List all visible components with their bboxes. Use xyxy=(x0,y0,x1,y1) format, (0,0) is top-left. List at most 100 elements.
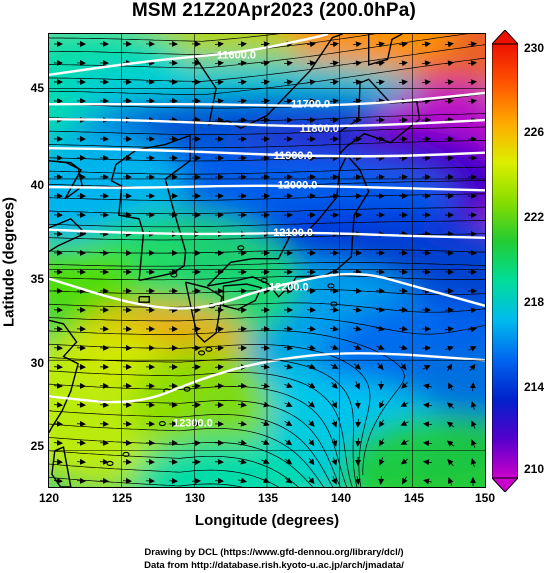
wind-arrow xyxy=(378,457,385,466)
wind-arrow xyxy=(398,60,408,67)
wind-arrow xyxy=(214,98,224,105)
streamline xyxy=(49,423,325,487)
wind-arrow xyxy=(261,458,270,464)
wind-arrow xyxy=(237,79,247,86)
height-contour xyxy=(49,91,485,107)
streamline xyxy=(49,463,280,487)
coastline xyxy=(193,34,343,129)
wind-arrow xyxy=(375,79,385,86)
credit-data: Data from http://database.rish.kyoto-u.a… xyxy=(144,560,404,571)
wind-arrow xyxy=(283,79,293,86)
wind-arrow xyxy=(444,79,454,86)
wind-arrow xyxy=(329,60,339,67)
wind-arrow xyxy=(444,98,454,105)
wind-arrow xyxy=(53,477,63,484)
wind-arrow xyxy=(446,363,453,372)
contour-label: 12000.0 xyxy=(278,180,318,192)
wind-arrow xyxy=(469,382,476,392)
wind-arrow xyxy=(399,344,408,351)
colorbar-tick-label: 218 xyxy=(524,295,545,309)
x-axis-label: Longitude (degrees) xyxy=(194,512,340,529)
island-outline xyxy=(205,346,213,352)
wind-arrow xyxy=(375,98,385,105)
height-contour xyxy=(49,184,485,192)
streamline xyxy=(49,262,485,267)
wind-arrow xyxy=(446,421,455,428)
wind-arrow xyxy=(470,401,477,410)
wind-arrow xyxy=(376,344,385,351)
height-contour xyxy=(49,352,485,404)
y-tick-label: 30 xyxy=(30,356,44,370)
contour-label: 12200.0 xyxy=(269,282,309,294)
wind-arrow xyxy=(238,458,247,465)
wind-arrow xyxy=(398,41,408,48)
wind-arrow xyxy=(445,345,454,352)
wind-arrow xyxy=(53,401,63,408)
contour-label: 11700.0 xyxy=(291,99,330,111)
wind-arrow xyxy=(400,362,407,371)
streamline xyxy=(49,302,485,313)
wind-arrow xyxy=(99,477,109,484)
wind-arrow xyxy=(444,60,454,67)
contour-label: 12300.0 xyxy=(173,417,213,429)
y-tick-label: 45 xyxy=(30,81,44,95)
wind-arrow xyxy=(306,41,316,48)
wind-arrow xyxy=(260,60,270,67)
wind-arrow xyxy=(330,344,339,351)
wind-arrow xyxy=(468,346,477,352)
map-plot-area: 11600.0 11700.0 11800.0 11900.0 12000.0 12100… xyxy=(48,33,486,488)
wind-arrow xyxy=(191,364,201,371)
wind-arrow xyxy=(284,363,293,370)
wind-arrow xyxy=(261,420,270,427)
wind-arrow xyxy=(214,364,224,371)
wind-arrow xyxy=(354,381,360,390)
streamline xyxy=(49,370,353,487)
coastline xyxy=(222,283,263,311)
contour-label: 11900.0 xyxy=(274,150,313,162)
wind-arrow xyxy=(378,419,385,428)
wind-arrow xyxy=(376,325,385,332)
wind-arrow xyxy=(352,60,362,67)
streamline xyxy=(49,357,358,487)
wind-arrow xyxy=(467,41,477,48)
wind-arrow xyxy=(261,477,270,483)
wind-arrow xyxy=(237,41,247,48)
wind-arrow xyxy=(375,41,385,48)
wind-arrow xyxy=(423,383,432,390)
wind-arrow xyxy=(468,326,477,333)
coastlines xyxy=(49,34,421,487)
streamline xyxy=(49,450,299,487)
wind-arrow xyxy=(352,41,362,48)
wind-arrow xyxy=(76,477,86,484)
colorbar-tick-label: 222 xyxy=(524,210,545,224)
wind-arrow xyxy=(331,400,337,409)
wind-arrow xyxy=(237,420,247,427)
wind-arrow xyxy=(261,382,270,389)
streamline xyxy=(49,140,485,149)
height-contour xyxy=(49,34,329,76)
wind-arrow xyxy=(306,79,316,86)
wind-arrow xyxy=(330,325,339,332)
wind-arrow xyxy=(421,41,431,48)
wind-arrow xyxy=(331,457,338,466)
wind-arrow xyxy=(467,98,477,105)
wind-arrow xyxy=(331,382,338,389)
contour-label: 11800.0 xyxy=(300,123,339,135)
wind-arrow xyxy=(378,438,385,447)
coastline xyxy=(184,281,223,343)
height-contour xyxy=(49,118,485,128)
credit-drawing: Drawing by DCL (https://www.gfd-dennou.o… xyxy=(144,547,404,558)
wind-arrow xyxy=(238,477,247,484)
wind-arrow xyxy=(353,344,362,351)
streamline xyxy=(49,343,371,487)
wind-arrow xyxy=(398,79,408,86)
contour-label: 12100.0 xyxy=(273,227,313,239)
wind-arrow xyxy=(447,402,454,409)
wind-arrow xyxy=(400,401,409,407)
island-outline xyxy=(183,386,191,392)
streamline xyxy=(49,220,485,228)
wind-arrow xyxy=(214,477,224,484)
wind-arrow xyxy=(284,382,293,389)
x-tick-label: 145 xyxy=(403,491,425,505)
wind-arrow xyxy=(377,362,384,371)
